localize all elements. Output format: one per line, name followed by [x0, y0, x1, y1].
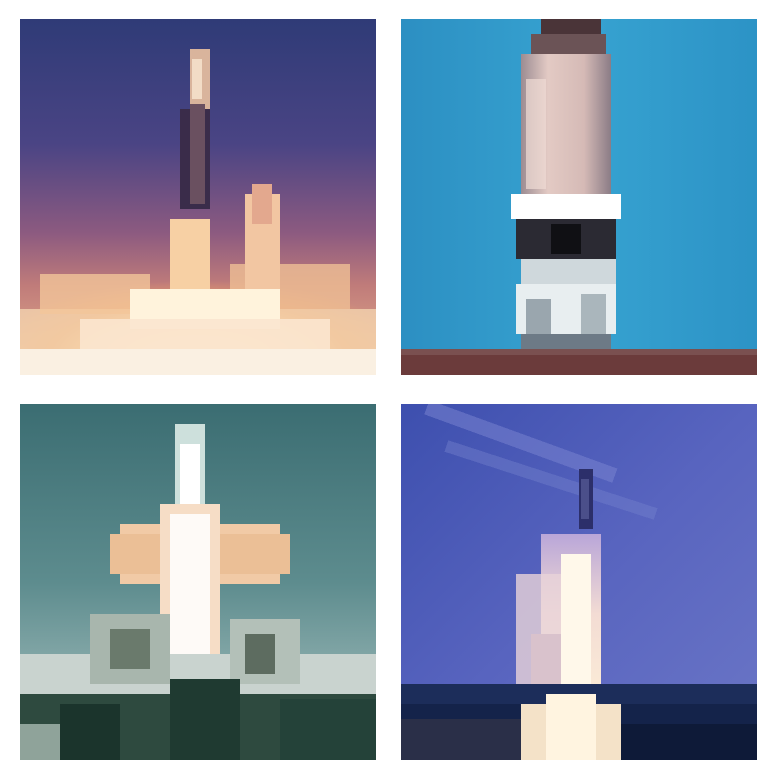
rocket-on-pad-image — [401, 19, 757, 375]
rocket-launch-sea-image — [401, 404, 757, 760]
rocket-launch-dusk-image — [20, 19, 376, 375]
shuttle-launch-image — [20, 404, 376, 760]
